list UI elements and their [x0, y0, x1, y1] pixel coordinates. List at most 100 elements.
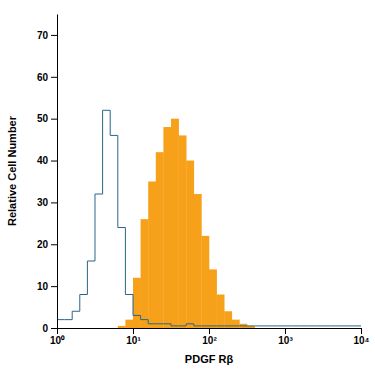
series-0 — [118, 119, 255, 328]
step-segment — [323, 325, 331, 326]
histogram-bar — [65, 328, 73, 329]
y-tick: 50 — [37, 113, 57, 124]
histogram-bar — [224, 311, 232, 328]
x-axis: 10⁰ 10¹ 10² 10³ 10⁴ — [50, 328, 370, 346]
y-tick-mark — [51, 286, 57, 287]
step-segment — [141, 315, 149, 319]
step-segment — [201, 325, 209, 326]
histogram-bar — [338, 328, 346, 329]
y-tick: 70 — [37, 30, 57, 41]
marks — [57, 110, 361, 328]
step-segment — [353, 325, 361, 326]
histogram-bar — [262, 328, 270, 329]
y-tick: 60 — [37, 72, 57, 83]
chart: 10⁰10¹10²10³10⁴010203040506070PDGF RβRel… — [0, 0, 375, 375]
histogram-bar — [110, 328, 118, 329]
y-tick-label: 30 — [37, 197, 49, 208]
step-segment — [171, 324, 179, 326]
step-segment — [209, 325, 217, 326]
x-tick-label: 10⁴ — [353, 335, 369, 346]
step-segment — [217, 325, 225, 326]
histogram-bar — [171, 119, 179, 328]
x-tick: 10³ — [278, 328, 293, 346]
y-tick-mark — [51, 244, 57, 245]
step-segment — [103, 110, 111, 194]
step-segment — [95, 194, 103, 261]
step-segment — [232, 325, 240, 326]
step-segment — [110, 110, 118, 135]
histogram-bar — [156, 152, 164, 328]
x-tick: 10¹ — [126, 328, 141, 346]
step-segment — [65, 319, 73, 320]
series-1 — [57, 110, 361, 328]
histogram-bar — [201, 236, 209, 328]
histogram-bar — [300, 328, 308, 329]
step-segment — [186, 324, 194, 326]
y-tick-mark — [51, 161, 57, 162]
y-tick-label: 0 — [42, 323, 48, 334]
step-segment — [277, 325, 285, 326]
x-tick-mark — [361, 328, 362, 334]
step-segment — [247, 325, 255, 326]
histogram-bar — [125, 320, 133, 328]
step-segment — [57, 320, 65, 328]
step-segment — [270, 325, 278, 326]
step-segment — [156, 323, 164, 324]
x-tick: 10⁴ — [353, 328, 369, 346]
histogram-bar — [163, 127, 171, 328]
step-segment — [118, 135, 126, 227]
histogram-bar — [141, 219, 149, 328]
histogram-bar — [57, 328, 65, 329]
histogram-bar — [72, 328, 80, 329]
histogram-bar — [308, 328, 316, 329]
histogram-bar — [285, 328, 293, 329]
histogram-bar — [323, 328, 331, 329]
histogram-bar — [209, 269, 217, 328]
histogram-bar — [103, 328, 111, 329]
y-tick-mark — [51, 35, 57, 36]
y-tick-label: 50 — [37, 113, 49, 124]
histogram-bar — [87, 328, 95, 329]
step-segment — [72, 311, 80, 319]
x-tick: 10⁰ — [50, 328, 65, 346]
step-segment — [255, 325, 263, 326]
histogram-bar — [293, 328, 301, 329]
step-segment — [148, 320, 156, 324]
step-segment — [331, 325, 339, 326]
histogram-bar — [239, 324, 247, 328]
y-tick-label: 70 — [37, 30, 49, 41]
step-segment — [308, 325, 316, 326]
x-tick: 10² — [202, 328, 217, 346]
histogram-bar — [217, 295, 225, 328]
histogram-bar — [80, 328, 88, 329]
histogram-bar — [186, 161, 194, 328]
x-tick-label: 10³ — [278, 335, 293, 346]
step-segment — [125, 228, 133, 295]
step-segment — [239, 325, 247, 326]
histogram-bar — [247, 326, 255, 328]
step-segment — [346, 325, 354, 326]
histogram-bar — [270, 328, 278, 329]
step-segment — [163, 323, 171, 324]
histogram-bar — [353, 328, 361, 329]
y-tick: 40 — [37, 155, 57, 166]
histogram-bar — [118, 326, 126, 328]
histogram-bar — [133, 278, 141, 328]
step-segment — [285, 325, 293, 326]
histogram-bar — [277, 328, 285, 329]
step-segment — [179, 325, 187, 326]
x-tick-label: 10⁰ — [50, 335, 65, 346]
x-tick-mark — [57, 328, 58, 334]
step-segment — [224, 325, 232, 326]
step-segment — [300, 325, 308, 326]
histogram-bar — [346, 328, 354, 329]
y-tick-mark — [51, 119, 57, 120]
y-tick: 10 — [37, 281, 57, 292]
step-segment — [194, 324, 202, 326]
y-axis-line — [57, 15, 58, 329]
y-tick-label: 20 — [37, 239, 49, 250]
histogram-bar — [148, 181, 156, 328]
plot: 10⁰ 10¹ 10² 10³ 10⁴ 0 10 20 30 40 50 60 70 — [37, 15, 370, 347]
y-tick-label: 10 — [37, 281, 49, 292]
histogram-bar — [179, 135, 187, 328]
